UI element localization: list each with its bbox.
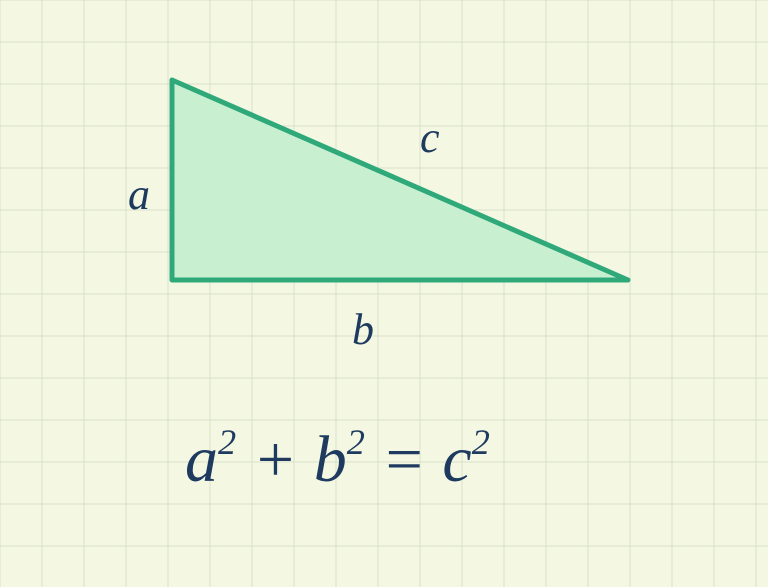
pythagorean-formula: a2 + b2 = c2 xyxy=(185,422,490,498)
diagram-svg xyxy=(0,0,768,587)
label-b: b xyxy=(352,304,374,355)
diagram-canvas: a b c a2 + b2 = c2 xyxy=(0,0,768,587)
label-a: a xyxy=(128,169,150,220)
label-c: c xyxy=(420,112,440,163)
